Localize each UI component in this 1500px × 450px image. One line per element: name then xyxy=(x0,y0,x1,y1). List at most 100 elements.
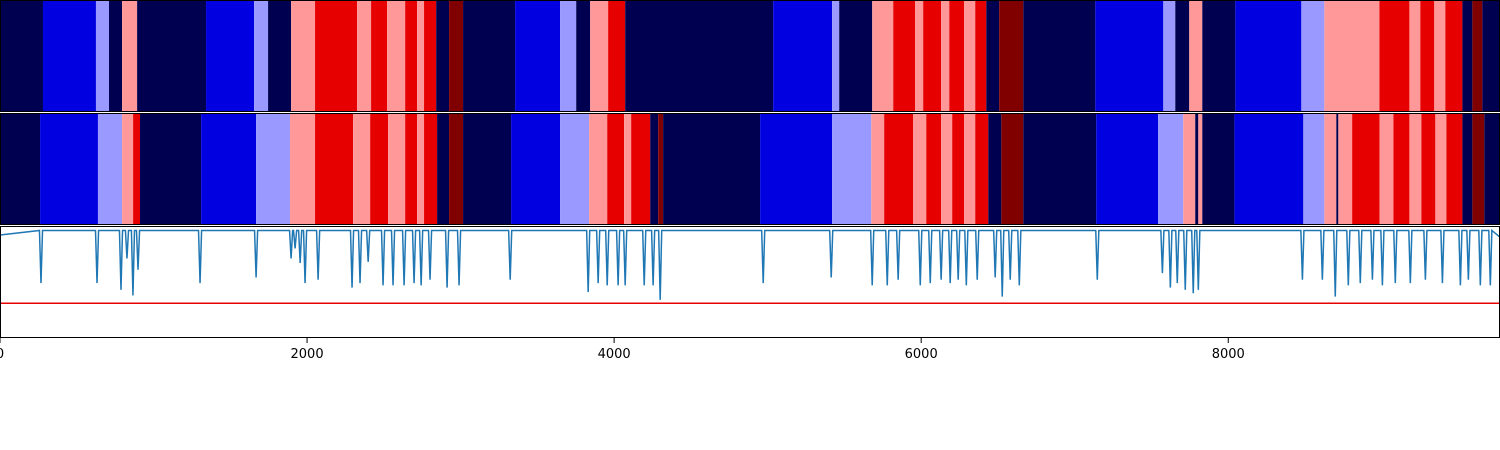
x-tick-label: 2000 xyxy=(291,347,324,362)
x-tick-label: 0 xyxy=(0,347,4,362)
segment xyxy=(650,113,659,225)
segment xyxy=(417,113,425,225)
segment xyxy=(42,0,96,112)
x-tick-label: 4000 xyxy=(598,347,631,362)
segment xyxy=(1420,0,1435,112)
segment xyxy=(964,113,976,225)
segment xyxy=(1338,113,1353,225)
segment xyxy=(1023,113,1097,225)
segment xyxy=(370,113,389,225)
segment xyxy=(1379,0,1410,112)
segment xyxy=(1235,0,1302,112)
segment xyxy=(1409,0,1421,112)
segment xyxy=(832,0,840,112)
segment xyxy=(417,0,425,112)
segment xyxy=(952,113,965,225)
segment xyxy=(1158,113,1184,225)
segment xyxy=(1462,113,1473,225)
segment xyxy=(437,113,450,225)
segment xyxy=(371,0,388,112)
segment xyxy=(576,0,591,112)
segment xyxy=(1195,113,1199,225)
segment xyxy=(631,113,651,225)
segment xyxy=(315,113,354,225)
segment xyxy=(97,113,123,225)
segment xyxy=(201,113,257,225)
segment xyxy=(893,0,916,112)
segment xyxy=(1445,0,1463,112)
segment xyxy=(1001,113,1024,225)
segment xyxy=(1482,0,1500,112)
segment xyxy=(839,0,873,112)
segment xyxy=(315,0,358,112)
segment xyxy=(941,113,953,225)
segment xyxy=(463,113,512,225)
segment xyxy=(122,113,134,225)
segment xyxy=(832,113,872,225)
segment xyxy=(915,0,924,112)
segment xyxy=(290,113,316,225)
segment xyxy=(40,113,98,225)
segment xyxy=(884,113,914,225)
segment xyxy=(986,0,1000,112)
segment xyxy=(975,0,987,112)
segment xyxy=(1175,0,1190,112)
segment xyxy=(122,0,138,112)
segment xyxy=(1183,113,1196,225)
segment xyxy=(353,113,371,225)
segment xyxy=(560,113,590,225)
segment xyxy=(913,113,927,225)
segment xyxy=(923,0,942,112)
segment xyxy=(1234,113,1304,225)
segment xyxy=(463,0,516,112)
segment xyxy=(1462,0,1473,112)
segment xyxy=(589,113,608,225)
segment xyxy=(1409,113,1422,225)
segment xyxy=(424,0,437,112)
segment xyxy=(607,113,625,225)
segment xyxy=(1163,0,1176,112)
segment xyxy=(1435,113,1447,225)
segment xyxy=(0,0,43,112)
segment xyxy=(975,113,989,225)
segment xyxy=(357,0,372,112)
segment xyxy=(424,113,438,225)
segment xyxy=(949,0,965,112)
segment xyxy=(663,113,761,225)
segment xyxy=(1023,0,1096,112)
segment xyxy=(871,113,885,225)
segment xyxy=(1202,113,1235,225)
segment xyxy=(590,0,609,112)
segment xyxy=(1303,113,1325,225)
segment xyxy=(1336,113,1339,225)
segment xyxy=(872,0,894,112)
segment xyxy=(1202,0,1236,112)
segment xyxy=(254,0,269,112)
segment xyxy=(515,0,561,112)
segment xyxy=(109,0,123,112)
segment xyxy=(387,0,406,112)
segment xyxy=(405,0,418,112)
segment xyxy=(405,113,418,225)
segment xyxy=(1446,113,1463,225)
segment xyxy=(206,0,255,112)
segment xyxy=(560,0,577,112)
segment xyxy=(624,113,632,225)
segment xyxy=(256,113,291,225)
segment xyxy=(1484,113,1500,225)
x-tick-label: 8000 xyxy=(1212,347,1245,362)
segment xyxy=(1434,0,1446,112)
segment xyxy=(941,0,950,112)
segment xyxy=(608,0,626,112)
segment xyxy=(1352,113,1380,225)
segment xyxy=(1324,0,1380,112)
signal-line xyxy=(0,228,1500,300)
segment xyxy=(1472,113,1485,225)
segment xyxy=(658,113,664,225)
segment xyxy=(137,0,207,112)
segment xyxy=(1301,0,1325,112)
segment xyxy=(449,113,464,225)
segment xyxy=(140,113,202,225)
segment xyxy=(436,0,450,112)
segment xyxy=(1393,113,1410,225)
